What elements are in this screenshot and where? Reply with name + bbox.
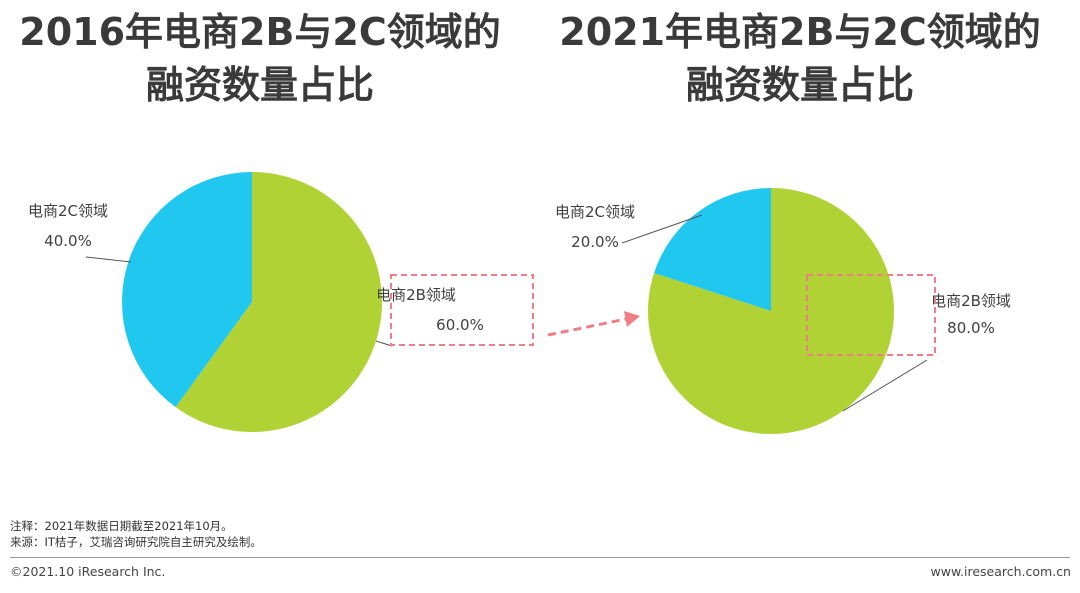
pie-slice-2021-2b — [647, 188, 894, 434]
chart-title-2016-line2: 融资数量占比 — [145, 63, 374, 107]
pie-slice-2016-2c — [122, 172, 252, 408]
comparison-arrow-head — [624, 311, 640, 327]
data-label-value-2016-2b: 60.0% — [436, 316, 484, 334]
data-label-name-2016-2c: 电商2C领域 — [28, 202, 108, 220]
chart-title-2016: 2016年电商2B与2C领域的 融资数量占比 — [0, 6, 530, 112]
data-label-name-2021-2c: 电商2C领域 — [555, 203, 635, 221]
chart-title-2021: 2021年电商2B与2C领域的 融资数量占比 — [530, 6, 1070, 112]
chart-title-2021-line2: 融资数量占比 — [685, 63, 914, 107]
website: www.iresearch.com.cn — [930, 564, 1072, 579]
leader-line-2021-2b — [842, 359, 928, 412]
footer-divider — [10, 557, 1070, 558]
chart-title-2021-line1: 2021年电商2B与2C领域的 — [559, 10, 1041, 54]
source-text: 来源：IT桔子，艾瑞咨询研究院自主研究及绘制。 — [10, 535, 262, 549]
data-label-name-2016-2b: 电商2B领域 — [376, 286, 456, 304]
pie-charts: 电商2B领域 60.0% 电商2C领域 40.0% 电商2B领域 80.0% 电商2C领域 2… — [28, 172, 1011, 434]
data-label-value-2021-2c: 20.0% — [571, 233, 619, 251]
pie-2021: 电商2B领域 80.0% 电商2C领域 20.0% — [555, 188, 1011, 434]
leader-line-2021-2c — [621, 214, 703, 244]
leader-line-2016-2c — [85, 256, 132, 263]
data-label-value-2016-2c: 40.0% — [44, 232, 92, 250]
note-text: 注释：2021年数据日期截至2021年10月。 — [10, 519, 233, 533]
copyright: ©2021.10 iResearch Inc. — [10, 564, 166, 579]
notes: 注释：2021年数据日期截至2021年10月。 来源：IT桔子，艾瑞咨询研究院自… — [10, 518, 262, 550]
chart-title-2016-line1: 2016年电商2B与2C领域的 — [19, 10, 501, 54]
pie-slice-2021-2c — [654, 188, 771, 311]
pie-slice-2016-2b — [175, 172, 383, 433]
data-label-name-2021-2b: 电商2B领域 — [931, 292, 1011, 310]
pie-2016: 电商2B领域 60.0% 电商2C领域 40.0% — [28, 172, 534, 433]
leader-line-2016-2b — [375, 340, 393, 347]
comparison-arrow-line — [547, 317, 627, 337]
highlight-box-2016 — [390, 274, 534, 346]
data-label-value-2021-2b: 80.0% — [947, 319, 995, 337]
highlight-box-2021 — [806, 274, 936, 356]
